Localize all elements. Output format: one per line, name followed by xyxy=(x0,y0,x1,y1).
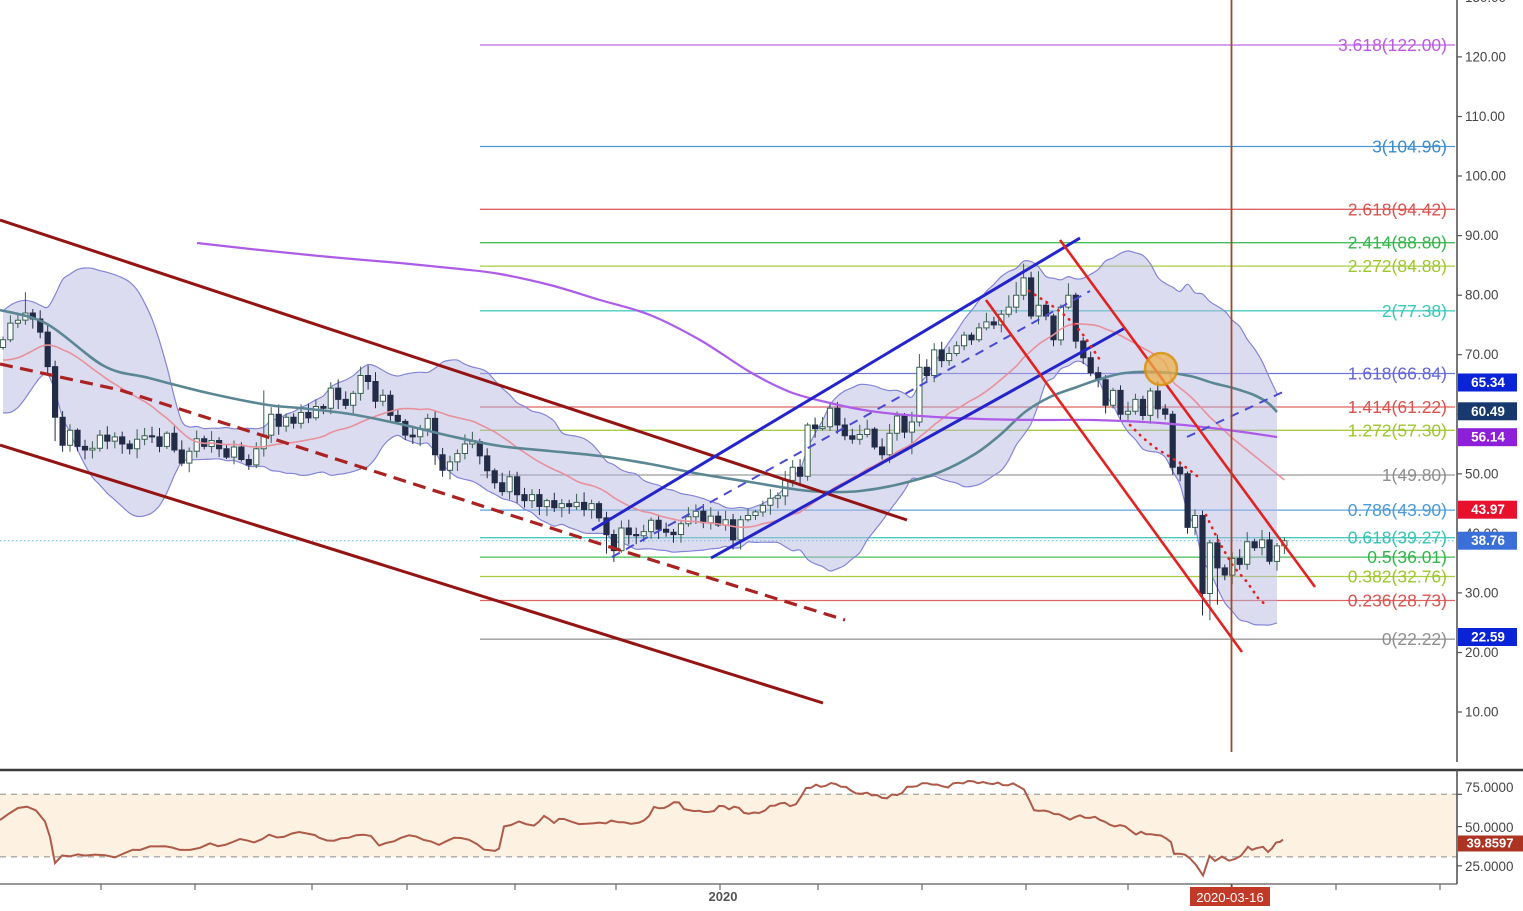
svg-text:3(104.96): 3(104.96) xyxy=(1372,137,1447,157)
svg-text:2(77.38): 2(77.38) xyxy=(1382,301,1447,321)
svg-text:30.00: 30.00 xyxy=(1465,585,1499,600)
svg-text:0.382(32.76): 0.382(32.76) xyxy=(1348,567,1447,587)
svg-text:110.00: 110.00 xyxy=(1465,109,1505,124)
svg-text:75.0000: 75.0000 xyxy=(1465,780,1513,795)
svg-text:2.618(94.42): 2.618(94.42) xyxy=(1348,199,1447,219)
svg-text:25.0000: 25.0000 xyxy=(1465,859,1513,874)
svg-text:50.0000: 50.0000 xyxy=(1465,820,1513,835)
svg-text:0.236(28.73): 0.236(28.73) xyxy=(1348,591,1447,611)
svg-text:22.59: 22.59 xyxy=(1471,630,1505,645)
svg-text:20.00: 20.00 xyxy=(1465,645,1499,660)
svg-text:1.272(57.30): 1.272(57.30) xyxy=(1348,420,1447,440)
svg-text:38.76: 38.76 xyxy=(1471,533,1505,548)
svg-text:43.97: 43.97 xyxy=(1471,502,1505,517)
svg-text:1.414(61.22): 1.414(61.22) xyxy=(1348,397,1447,417)
svg-text:2.414(88.80): 2.414(88.80) xyxy=(1348,233,1447,253)
svg-text:0.5(36.01): 0.5(36.01) xyxy=(1367,547,1447,567)
svg-text:50.00: 50.00 xyxy=(1465,466,1499,481)
svg-text:100.00: 100.00 xyxy=(1465,169,1506,184)
svg-text:2020: 2020 xyxy=(709,889,738,904)
svg-text:2.272(84.88): 2.272(84.88) xyxy=(1348,256,1447,276)
svg-text:1(49.80): 1(49.80) xyxy=(1382,465,1447,485)
svg-text:60.49: 60.49 xyxy=(1471,404,1505,419)
svg-text:39.8597: 39.8597 xyxy=(1467,836,1514,851)
svg-text:2020-03-16: 2020-03-16 xyxy=(1196,890,1263,905)
svg-text:3.618(122.00): 3.618(122.00) xyxy=(1338,35,1447,55)
svg-text:0.618(39.27): 0.618(39.27) xyxy=(1348,528,1447,548)
svg-text:56.14: 56.14 xyxy=(1471,430,1505,445)
svg-text:70.00: 70.00 xyxy=(1465,347,1499,362)
svg-text:0(22.22): 0(22.22) xyxy=(1382,629,1447,649)
svg-text:65.34: 65.34 xyxy=(1471,375,1505,390)
svg-text:120.00: 120.00 xyxy=(1465,49,1506,64)
svg-text:80.00: 80.00 xyxy=(1465,288,1499,303)
svg-text:90.00: 90.00 xyxy=(1465,228,1499,243)
svg-text:130.00: 130.00 xyxy=(1465,0,1506,5)
svg-text:10.00: 10.00 xyxy=(1465,705,1499,720)
svg-text:1.618(66.84): 1.618(66.84) xyxy=(1348,364,1447,384)
svg-text:0.786(43.90): 0.786(43.90) xyxy=(1348,500,1447,520)
